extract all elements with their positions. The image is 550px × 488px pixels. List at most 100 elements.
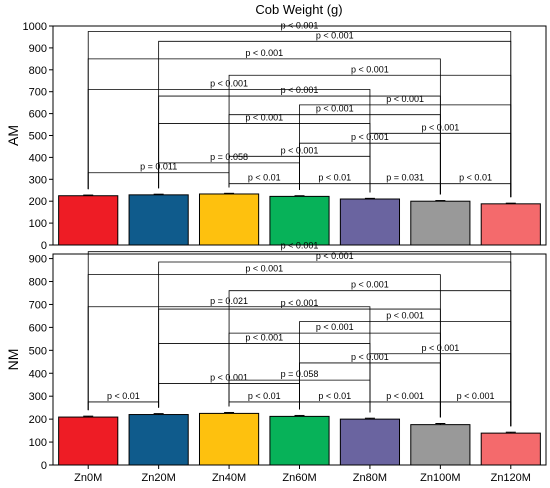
p-value-label: p < 0.001 [386,94,424,104]
p-value-label: p < 0.001 [281,298,319,308]
p-value-label: p < 0.001 [351,64,389,74]
significance-bracket [87,172,230,190]
p-value-label: p < 0.001 [245,264,283,274]
bar-zn100m [410,200,471,246]
p-value-label: p = 0.021 [210,296,248,306]
p-value-label: p < 0.001 [457,391,495,401]
y-tick-label: 400 [29,152,47,164]
bar-zn40m [198,412,260,466]
panel-am: 0 100 200 300 400 500 600 700 800 900 1000 AM p < 0.… [5,20,547,252]
y-tick-label: 0 [41,240,47,252]
p-value-label: p < 0.01 [248,391,281,401]
p-value-label: p = 0.058 [210,152,248,162]
x-tick-label: Zn60M [282,472,316,484]
p-value-label: p < 0.001 [281,20,319,30]
p-value-label: p < 0.001 [281,145,319,155]
p-value-label: p < 0.001 [316,104,354,114]
significance-bracket [369,401,441,418]
y-tick-label: 900 [29,43,47,55]
x-tick-label: Zn120M [491,472,531,484]
y-tick-label: 100 [29,218,47,230]
y-tick-label: 400 [29,368,47,380]
x-tick-label: Zn80M [353,472,387,484]
y-tick-label: 500 [29,131,47,143]
bar-zn80m [339,418,401,466]
significance-bracket [228,332,441,418]
y-tick-label: 700 [29,299,47,311]
y-tick-label: 900 [29,254,47,266]
y-tick-label: 800 [29,277,47,289]
p-value-label: p < 0.001 [351,352,389,362]
y-tick-label: 600 [29,322,47,334]
significance-bracket [228,379,371,413]
p-value-label: p < 0.001 [386,391,424,401]
p-value-label: p < 0.01 [318,391,351,401]
bar-zn120m [480,432,541,466]
panel-nm: 0 100 200 300 400 500 600 700 800 900 NM Zn0M Zn20M Z… [5,241,547,484]
bar-zn0m [58,416,119,466]
y-tick-label: 700 [29,87,47,99]
y-tick-label: 100 [29,437,47,449]
bar-zn40m [198,193,260,246]
significance-bracket [439,401,512,427]
x-tick-label: Zn40M [212,472,246,484]
y-tick-label: 200 [29,196,47,208]
significance-bracket [228,401,300,410]
p-value-label: p < 0.01 [248,173,281,183]
y-tick-label: 200 [29,414,47,426]
x-tick-label: Zn0M [74,472,102,484]
p-value-label: p < 0.001 [281,85,319,95]
significance-bracket [439,183,512,198]
y-tick-label: 800 [29,65,47,77]
p-value-label: p < 0.001 [316,30,354,40]
p-value-label: p < 0.001 [351,280,389,290]
significance-bracket [228,183,300,190]
y-tick-label: 600 [29,109,47,121]
p-value-label: p < 0.001 [351,132,389,142]
p-value-label: p < 0.001 [316,251,354,261]
significance-bracket [158,162,300,190]
p-value-label: p < 0.001 [281,241,319,251]
significance-bracket [299,183,371,193]
significance-bracket [228,155,371,193]
p-value-label: p < 0.01 [107,391,140,401]
p-value-label: p < 0.001 [386,311,424,321]
y-tick-label: 1000 [23,21,47,33]
y-tick-label: 300 [29,174,47,186]
y-axis-label: AM [5,125,21,146]
bar-zn20m [128,194,189,246]
y-tick-label: 500 [29,345,47,357]
figure-title: Cob Weight (g) [255,2,342,17]
bar-zn120m [480,203,541,246]
significance-bracket [299,321,512,427]
p-value-label: p < 0.001 [245,112,283,122]
bar-zn60m [269,415,330,466]
p-value-label: p < 0.01 [459,173,492,183]
significance-bracket [369,183,441,195]
bar-zn80m [339,198,401,246]
bar-zn60m [269,195,330,246]
p-value-label: p < 0.001 [210,79,248,89]
y-tick-label: 300 [29,391,47,403]
bar-zn0m [58,195,119,246]
p-value-label: p < 0.001 [210,373,248,383]
significance-bracket [299,401,371,413]
p-value-label: p < 0.001 [245,48,283,58]
p-value-label: p < 0.01 [318,173,351,183]
y-axis-label: NM [5,349,21,371]
x-tick-label: Zn20M [142,472,176,484]
p-value-label: p < 0.001 [316,322,354,332]
bar-zn100m [410,424,471,466]
bar-zn20m [128,414,189,466]
significance-bracket [87,401,160,411]
p-value-label: p = 0.058 [281,369,319,379]
p-value-label: p = 0.011 [140,162,177,172]
y-tick-label: 0 [41,460,47,472]
p-value-label: p = 0.031 [386,173,424,183]
p-value-label: p < 0.001 [421,343,459,353]
x-tick-label: Zn100M [420,472,460,484]
p-value-label: p < 0.001 [421,122,459,132]
p-value-label: p < 0.001 [245,332,283,342]
